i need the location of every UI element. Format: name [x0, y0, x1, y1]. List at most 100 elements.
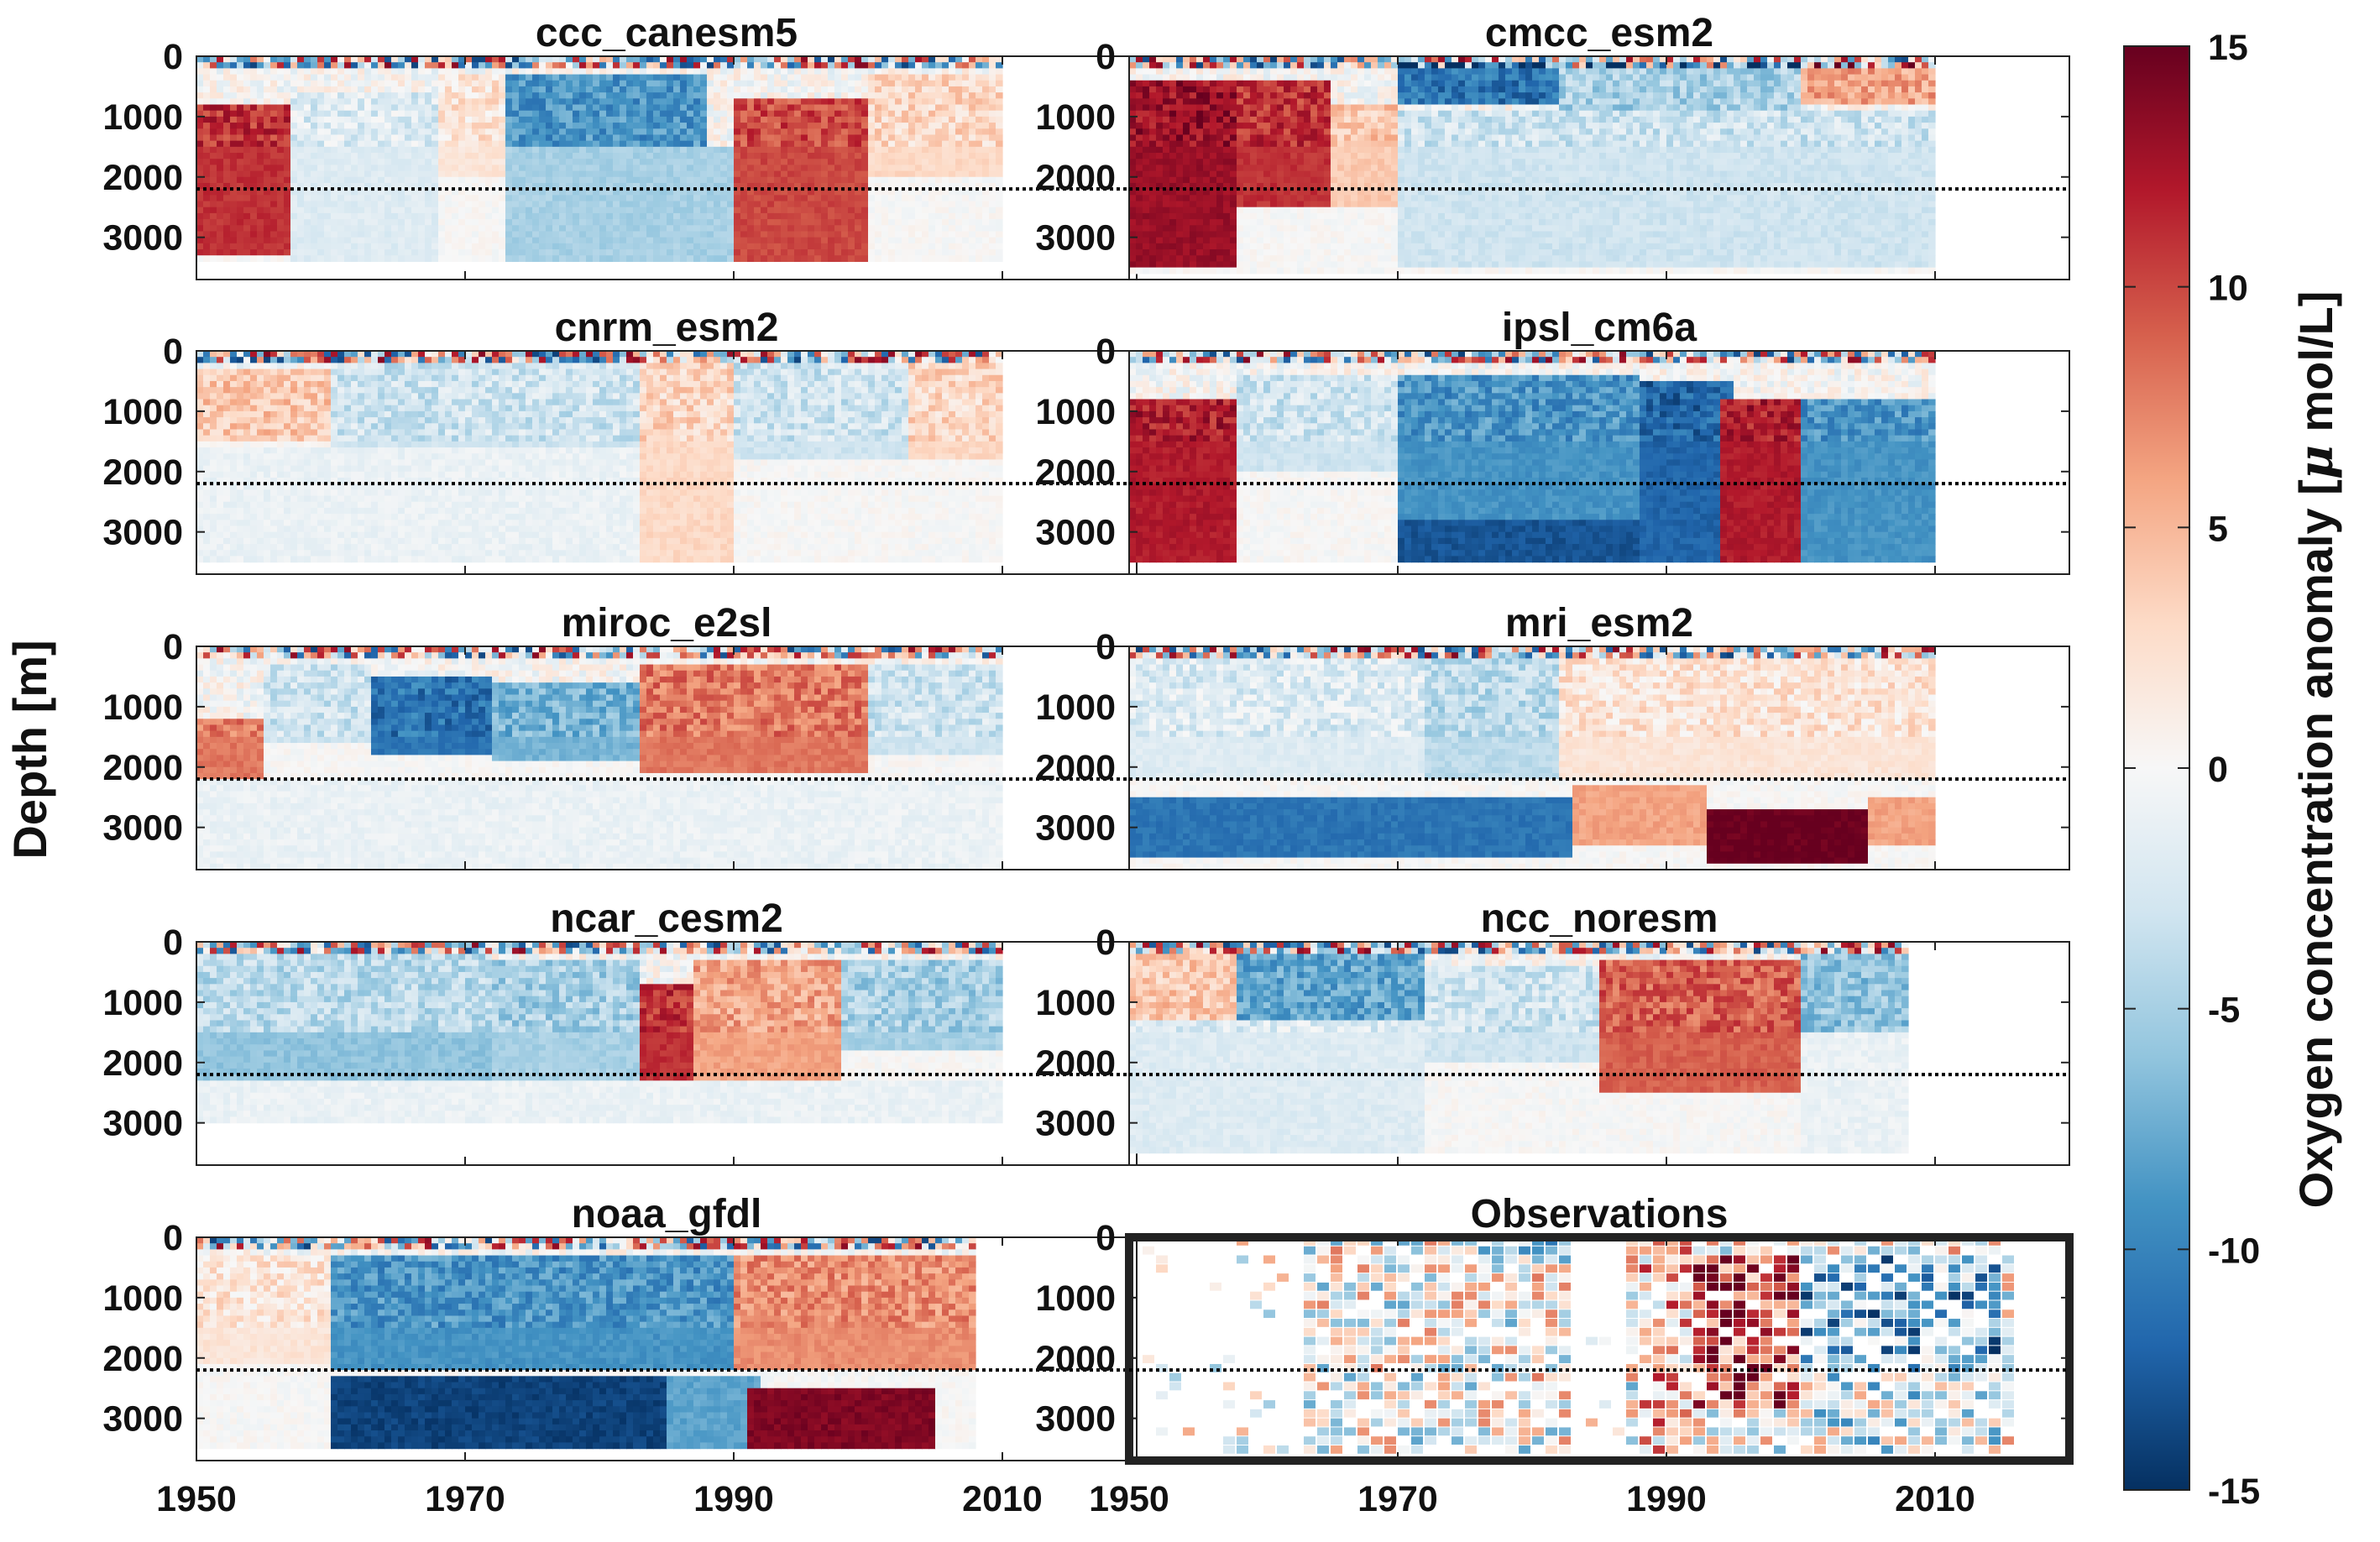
heat-cell	[949, 116, 956, 123]
heat-cell	[673, 104, 681, 112]
heat-cell	[774, 170, 782, 178]
heat-cell	[1216, 110, 1224, 118]
heat-cell	[767, 219, 775, 226]
heat-cell	[902, 153, 909, 159]
heat-cell	[526, 153, 533, 159]
heat-cell	[841, 140, 849, 148]
heat-cell	[304, 153, 311, 159]
heat-cell	[707, 255, 714, 263]
heat-cell	[747, 170, 755, 178]
heat-cell	[949, 195, 956, 202]
heat-cell	[633, 249, 641, 256]
heat-cell	[586, 62, 594, 69]
heat-cell	[519, 68, 526, 76]
heat-cell	[304, 195, 311, 202]
heat-cell	[445, 62, 452, 69]
heat-cell	[989, 128, 996, 136]
heat-cell	[458, 74, 466, 81]
heat-cell	[740, 249, 748, 256]
heat-cell	[411, 123, 419, 129]
heat-cell	[606, 165, 614, 172]
heat-cell	[586, 68, 594, 76]
heat-cell	[1163, 255, 1170, 263]
heat-cell	[351, 159, 358, 166]
heat-cell	[243, 56, 251, 63]
heat-cell	[969, 170, 976, 178]
heat-cell	[1203, 98, 1211, 106]
heat-cell	[767, 153, 775, 159]
heat-cell	[264, 212, 271, 220]
heat-cell	[660, 182, 667, 190]
heat-cell	[1243, 189, 1251, 196]
heat-cell	[1216, 140, 1224, 148]
heat-cell	[1230, 176, 1237, 184]
heat-cell	[996, 237, 1003, 244]
heat-cell	[445, 243, 452, 250]
heat-cell	[727, 201, 735, 208]
heat-cell	[337, 98, 345, 106]
heat-cell	[331, 165, 338, 172]
heat-cell	[1196, 219, 1204, 226]
heat-cell	[546, 255, 553, 263]
heat-cell	[700, 104, 708, 112]
heat-cell	[640, 68, 647, 76]
heat-cell	[331, 62, 338, 69]
heat-cell	[243, 68, 251, 76]
heat-cell	[828, 116, 835, 123]
heat-cell	[976, 182, 983, 190]
heat-cell	[754, 110, 761, 118]
heat-cell	[908, 170, 916, 178]
heat-cell	[297, 74, 305, 81]
heat-cell	[384, 201, 392, 208]
heat-cell	[774, 123, 782, 129]
heat-cell	[203, 225, 211, 233]
heat-cell	[539, 219, 547, 226]
heat-cell	[606, 140, 614, 148]
heat-cell	[1284, 249, 1291, 256]
heat-cell	[787, 56, 795, 63]
heat-cell	[687, 56, 694, 63]
heat-cell	[485, 189, 493, 196]
heat-cell	[875, 225, 882, 233]
heat-cell	[774, 98, 782, 106]
heat-cell	[337, 116, 345, 123]
heat-cell	[774, 56, 782, 63]
heat-cell	[573, 176, 580, 184]
heat-cell	[620, 249, 627, 256]
heat-cell	[351, 86, 358, 93]
heat-cell	[794, 134, 802, 142]
heat-cell	[868, 104, 876, 112]
heat-cell	[1143, 128, 1150, 136]
heat-cell	[1210, 243, 1217, 250]
heat-cell	[512, 243, 520, 250]
heat-cell	[848, 249, 855, 256]
heat-cell	[700, 62, 708, 69]
heat-cell	[653, 206, 661, 214]
heat-cell	[324, 116, 332, 123]
heat-cell	[1216, 243, 1224, 250]
heat-cell	[935, 201, 943, 208]
heat-cell	[505, 98, 513, 106]
heat-cell	[928, 153, 936, 159]
heat-cell	[317, 68, 325, 76]
heat-cell	[727, 243, 735, 250]
heat-cell	[707, 182, 714, 190]
heat-cell	[976, 231, 983, 238]
heat-cell	[1237, 140, 1244, 148]
heat-cell	[895, 176, 902, 184]
heat-cell	[1143, 80, 1150, 87]
heat-cell	[1129, 62, 1137, 69]
heat-cell	[1243, 237, 1251, 244]
heat-cell	[1257, 261, 1264, 269]
heat-cell	[774, 219, 782, 226]
heat-cell	[915, 195, 923, 202]
heat-cell	[223, 243, 231, 250]
heat-cell	[452, 225, 459, 233]
heat-cell	[855, 255, 862, 263]
heat-cell	[1237, 98, 1244, 106]
heat-cell	[297, 153, 305, 159]
heat-cell	[1243, 176, 1251, 184]
heat-cell	[337, 206, 345, 214]
heat-cell	[351, 249, 358, 256]
heat-cell	[418, 165, 426, 172]
